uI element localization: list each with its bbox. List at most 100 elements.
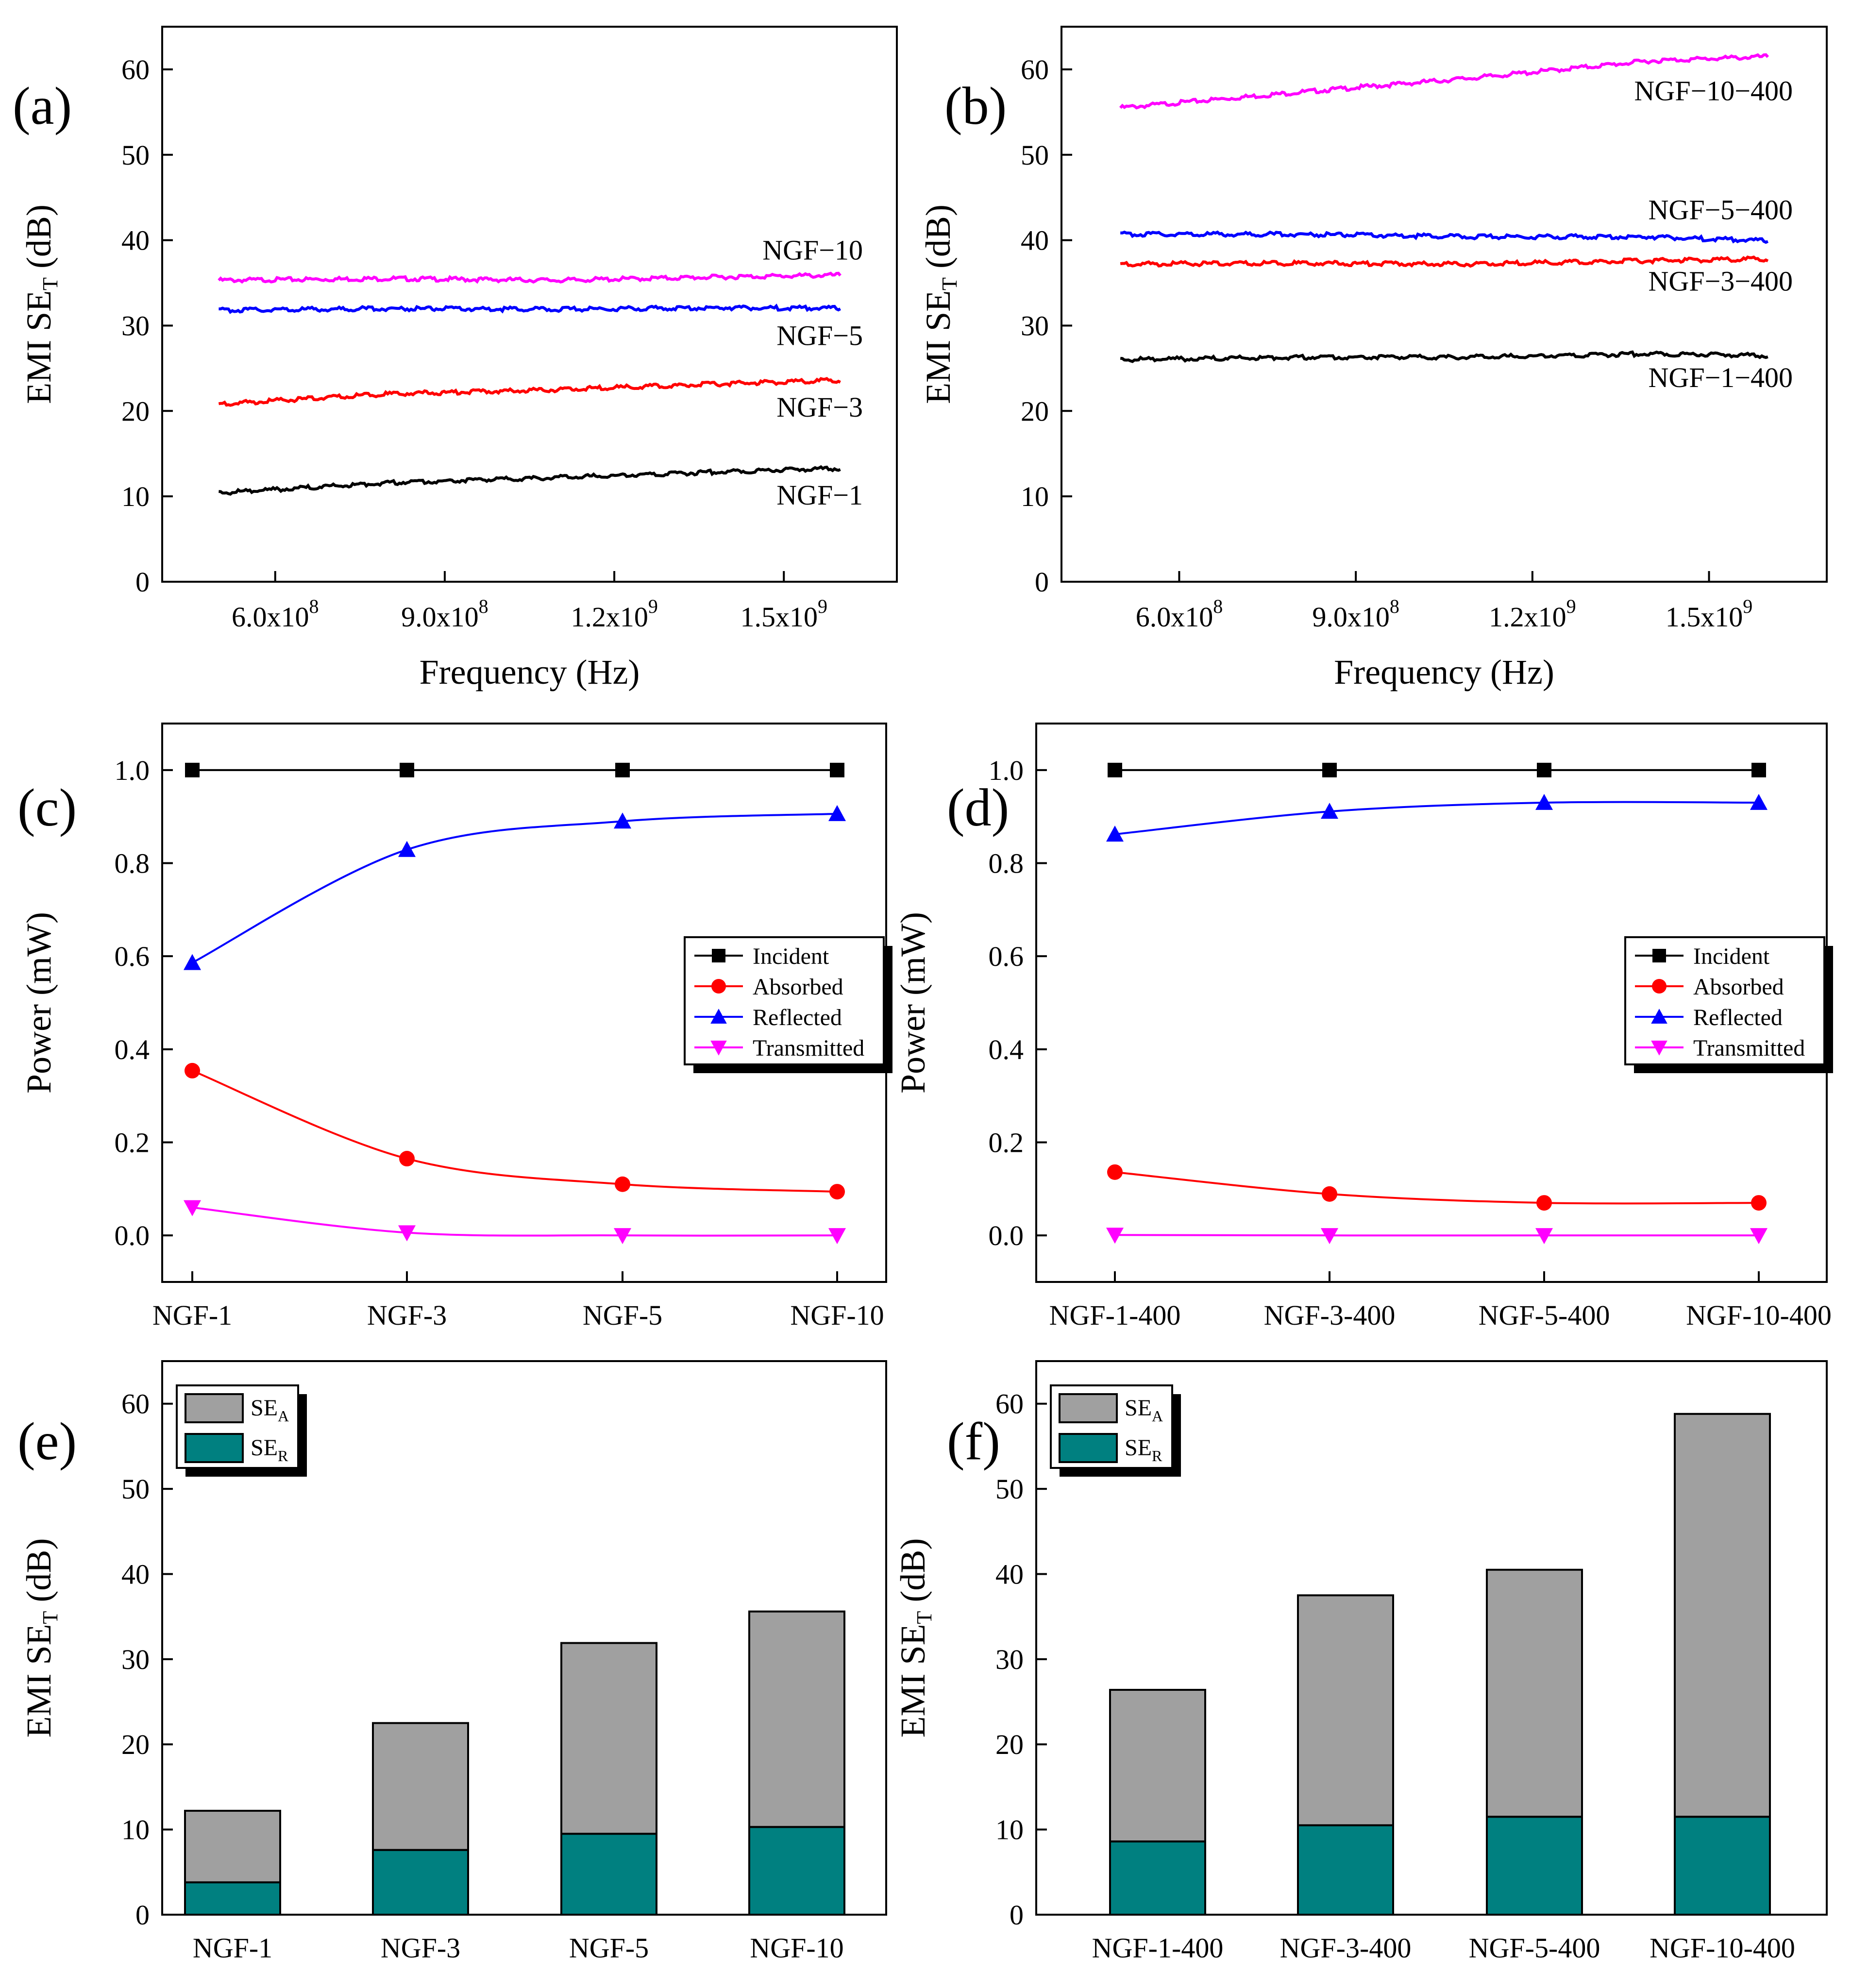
y-tick-label: 0	[135, 1899, 150, 1931]
panel-label: (e)	[17, 1412, 77, 1471]
x-tick-exponent: 9	[648, 595, 658, 617]
legend-label: SEA	[251, 1395, 289, 1425]
data-marker	[829, 1184, 845, 1200]
x-tick-label: 6.0x108	[232, 595, 319, 633]
y-axis-label: Power (mW)	[19, 912, 58, 1094]
legend-label-sub: R	[278, 1447, 288, 1465]
series-line	[218, 271, 842, 284]
y-axis-label: EMI SET (dB)	[19, 204, 62, 404]
series-line	[192, 1206, 838, 1237]
plot-frame	[1061, 26, 1828, 583]
legend-swatch	[185, 1433, 244, 1463]
series-line	[218, 377, 841, 407]
x-tick-label: 1.5x109	[740, 595, 827, 633]
series-label: NGF−5−400	[1649, 194, 1793, 225]
legend-label-main: SE	[1125, 1395, 1152, 1421]
legend-label-sub: A	[1152, 1407, 1163, 1425]
series-label: NGF−1−400	[1649, 362, 1793, 393]
y-axis-label: EMI SET (dB)	[893, 1538, 936, 1738]
bar-segment	[748, 1826, 845, 1916]
plot-frame	[161, 26, 898, 583]
x-tick-exponent: 8	[479, 595, 488, 617]
y-axis-label-sub: T	[38, 277, 62, 290]
x-tick-label: NGF-10	[750, 1932, 843, 1964]
legend-label: Reflected	[753, 1005, 842, 1030]
x-tick-label: NGF-3-400	[1264, 1299, 1396, 1331]
legend-label: Reflected	[1693, 1005, 1783, 1030]
y-axis-label-suffix: (dB)	[19, 204, 58, 277]
data-marker	[1535, 1228, 1553, 1245]
x-tick-mantissa: 1.2x10	[571, 601, 648, 633]
panel-e: (e) 0 10 20 30 40 50 60 EMI SET (dB) NGF-1 NGF-3 NG…	[17, 1360, 887, 1964]
y-tick-label: 60	[121, 54, 150, 85]
data-marker	[1652, 979, 1667, 994]
series-line	[1114, 801, 1759, 836]
y-tick-label: 50	[995, 1473, 1024, 1505]
legend-swatch	[1059, 1393, 1118, 1423]
bar-segment	[1297, 1824, 1394, 1916]
data-marker	[828, 805, 846, 821]
data-marker	[1107, 1164, 1123, 1180]
y-tick-label: 60	[121, 1388, 150, 1420]
series-label: NGF−10	[762, 235, 863, 266]
x-tick-label: NGF-5	[583, 1299, 662, 1331]
legend-label: Absorbed	[1693, 974, 1784, 1000]
y-tick-label: 0.4	[989, 1034, 1024, 1065]
y-tick-label: 30	[121, 310, 150, 341]
plot-frame	[161, 1360, 887, 1916]
series-line	[1114, 1171, 1759, 1205]
x-tick-mantissa: 9.0x10	[1312, 601, 1390, 633]
data-marker	[1751, 1195, 1767, 1211]
panel-d: (d) 0.0 0.2 0.4 0.6 0.8 1.0 Power (mW) NGF-1-400…	[893, 723, 1833, 1331]
panel-f: (f) 0 10 20 30 40 50 60 EMI SET (dB) NGF-1-400 NGF…	[893, 1360, 1828, 1964]
y-tick-label: 0	[1035, 566, 1049, 598]
series-line	[219, 303, 841, 314]
y-axis-label: EMI SET (dB)	[919, 204, 961, 404]
series-label: NGF−1	[776, 479, 863, 511]
data-marker	[828, 1228, 846, 1245]
y-tick-label: 0.0	[989, 1220, 1024, 1251]
legend-label: Absorbed	[753, 974, 843, 1000]
bar-segment	[560, 1642, 657, 1835]
series-label: NGF−3	[776, 391, 863, 423]
y-tick-label: 20	[995, 1729, 1024, 1760]
data-marker	[1106, 1228, 1124, 1244]
y-tick-label: 30	[995, 1644, 1024, 1675]
y-axis-label-suffix: (dB)	[893, 1538, 932, 1611]
panel-label: (d)	[947, 778, 1009, 837]
y-axis-label-main: EMI SE	[19, 1624, 58, 1737]
bar-segment	[1486, 1816, 1583, 1916]
bar-segment	[184, 1810, 281, 1884]
bar-segment	[1297, 1594, 1394, 1826]
y-tick-label: 0	[1010, 1899, 1024, 1931]
bar-segment	[748, 1610, 845, 1828]
panel-label: (f)	[947, 1412, 1000, 1471]
bar-segment	[1674, 1413, 1771, 1818]
data-marker	[1536, 1195, 1552, 1211]
x-tick-label: NGF-3-400	[1280, 1932, 1412, 1964]
panel-label: (b)	[944, 76, 1007, 135]
x-tick-label: 1.2x109	[571, 595, 658, 633]
x-tick-label: 9.0x108	[401, 595, 488, 633]
legend-label-main: SE	[251, 1435, 278, 1461]
data-marker	[712, 949, 725, 962]
y-axis-label-main: Power (mW)	[19, 912, 58, 1094]
series-label: NGF−10−400	[1634, 75, 1793, 107]
legend-label: Incident	[1693, 943, 1770, 969]
data-marker	[1651, 1009, 1667, 1024]
y-axis-label-sub: T	[912, 1611, 936, 1624]
y-tick-label: 0.4	[115, 1034, 150, 1065]
y-tick-label: 0.2	[115, 1127, 150, 1159]
legend-label: Transmitted	[753, 1035, 864, 1061]
x-tick-label: NGF-1	[152, 1299, 232, 1331]
y-axis-label: Power (mW)	[893, 912, 932, 1094]
x-tick-label: 6.0x108	[1136, 595, 1223, 633]
y-tick-label: 20	[121, 395, 150, 427]
y-tick-label: 40	[995, 1558, 1024, 1590]
x-axis-label: Frequency (Hz)	[420, 653, 640, 691]
series-line	[219, 465, 841, 496]
data-marker	[1106, 826, 1124, 842]
y-axis-label-suffix: (dB)	[919, 204, 958, 277]
x-tick-label: NGF-10-400	[1650, 1932, 1795, 1964]
legend-label-main: SE	[1125, 1435, 1152, 1461]
